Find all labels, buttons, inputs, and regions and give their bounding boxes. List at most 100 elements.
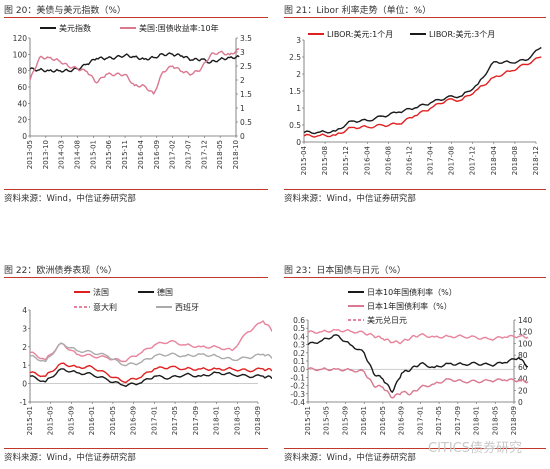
x-tick-label: 2015-12 <box>342 146 350 175</box>
y-tick-label: 1 <box>296 104 301 113</box>
legend-label: 意大利 <box>93 302 117 312</box>
legend-label: LIBOR:美元:3个月 <box>429 29 495 39</box>
series-line <box>307 334 529 393</box>
y-tick-label: 1 <box>22 361 27 370</box>
panel-title: 图 22：欧洲债券表现（%） <box>4 266 117 276</box>
x-tick-label: 2017-09 <box>192 406 200 435</box>
legend-label: 德国 <box>157 287 173 297</box>
x-tick-label: 2016-09 <box>153 140 161 169</box>
x-tick-label: 2018-05 <box>233 406 241 435</box>
x-tick-label: 2016-09 <box>130 406 138 435</box>
y-tick-label-right: 40 <box>518 375 528 384</box>
y-tick-label: 0.0 <box>293 365 305 374</box>
y-tick-label-right: 0 <box>518 398 523 407</box>
panel-title: 图 21：Libor 利率走势（单位：%） <box>284 6 432 16</box>
y-tick-label-right: 1.5 <box>240 90 252 99</box>
y-tick-label: 0.4 <box>293 332 305 341</box>
series-line <box>303 56 542 138</box>
legend-label: 美元指数 <box>59 23 91 33</box>
y-tick-label: 0 <box>22 380 27 389</box>
y-tick-label-right: 0 <box>240 132 245 141</box>
chart-euro-bonds: -1 0 1 2 3 4 2015-01 2015-05 2015-09 2016-01 2016-… <box>20 287 272 435</box>
x-tick-label: 2017-01 <box>416 406 424 435</box>
y-tick-label-right: 140 <box>518 316 533 325</box>
x-tick-label: 2016-09 <box>398 406 406 435</box>
legend-label: 美国:国债收益率:10年 <box>139 23 219 33</box>
x-tick-label: 2015-08 <box>321 146 329 175</box>
source-note: 资料来源：Wind，中信证券研究部 <box>4 194 136 204</box>
x-tick-label: 2017-05 <box>435 406 443 435</box>
y-tick-label-right: 100 <box>518 339 533 348</box>
chart-us-bond-dollar: 0 20 40 60 80 100 120 0 0.5 1 1.5 2 2.5 3 3.5 2013-05 20… <box>13 23 252 169</box>
x-tick-label: 2015-01 <box>89 140 97 169</box>
y-tick-label: 0.2 <box>293 349 305 358</box>
x-tick-label: 2014-03 <box>58 140 66 169</box>
legend-label: 法国 <box>93 287 109 297</box>
title-rule <box>284 277 546 278</box>
series-line <box>303 46 542 135</box>
x-tick-label: 2017-12 <box>200 140 208 169</box>
x-tick-label: 2016-05 <box>109 406 117 435</box>
x-tick-label: 2017-12 <box>469 146 477 175</box>
y-tick-label: 0 <box>22 132 27 141</box>
legend-label: 日本1年国债利率（%） <box>367 301 452 311</box>
x-tick-label: 2016-08 <box>384 146 392 175</box>
x-tick-label: 2018-09 <box>254 406 262 435</box>
y-tick-label: -1 <box>20 398 28 407</box>
source-rule <box>4 448 268 449</box>
y-tick-label: 0 <box>296 138 301 147</box>
x-tick-label: 2015-04 <box>300 145 308 175</box>
x-tick-label: 2018-01 <box>213 406 221 435</box>
x-tick-label: 2016-12 <box>405 146 413 175</box>
y-tick-label-right: 1 <box>240 104 245 113</box>
x-tick-label: 2018-04 <box>490 145 498 175</box>
y-tick-label: 40 <box>17 99 27 108</box>
y-tick-label-right: 3.5 <box>240 34 252 43</box>
y-tick-label-right: 2 <box>240 76 245 85</box>
x-tick-label: 2016-01 <box>88 406 96 435</box>
y-tick-label: 2 <box>22 343 27 352</box>
y-tick-label: 0.6 <box>293 316 305 325</box>
legend-label: 美元兑日元 <box>367 315 407 325</box>
source-note: 资料来源：Wind，中信证券研究部 <box>284 194 416 204</box>
y-tick-label-right: 80 <box>518 351 528 360</box>
y-tick-label: 2.5 <box>289 53 301 62</box>
series-line <box>29 342 272 367</box>
y-tick-label: 0.1 <box>293 357 305 366</box>
chart-libor: 0 0.5 1 1.5 2 2.5 3 2015-04 2015-08 2015-12 2016-0… <box>289 29 542 175</box>
x-tick-label: 2015-05 <box>323 406 331 435</box>
panel-title: 图 20：美债与美元指数（%） <box>4 6 126 16</box>
x-tick-label: 2015-05 <box>47 406 55 435</box>
panel-title: 图 23：日本国债与日元（%） <box>284 266 406 276</box>
title-rule <box>4 17 268 18</box>
y-tick-label: -0.3 <box>290 390 305 399</box>
x-tick-label: 2014-08 <box>74 140 82 169</box>
x-tick-label: 2013-10 <box>42 140 50 169</box>
y-tick-label: 0.5 <box>289 121 301 130</box>
y-tick-label-right: 2.5 <box>240 62 252 71</box>
x-tick-label: 2015-11 <box>121 140 129 169</box>
y-tick-label-right: 20 <box>518 386 528 395</box>
title-rule <box>4 277 268 278</box>
x-tick-label: 2015-01 <box>26 406 34 435</box>
series-line <box>29 368 272 387</box>
legend-label: 西班牙 <box>175 302 199 312</box>
x-tick-label: 2017-05 <box>171 406 179 435</box>
y-tick-label: 4 <box>22 306 27 315</box>
x-tick-label: 2018-05 <box>216 140 224 169</box>
x-tick-label: 2017-08 <box>448 146 456 175</box>
y-tick-label: 60 <box>17 83 27 92</box>
x-tick-label: 2017-01 <box>150 406 158 435</box>
x-tick-label: 2015-01 <box>304 406 312 435</box>
y-tick-label: 20 <box>17 116 27 125</box>
y-tick-label-right: 3 <box>240 48 245 57</box>
y-tick-label-right: 120 <box>518 328 533 337</box>
x-tick-label: 2018-01 <box>473 406 481 435</box>
y-tick-label: 3 <box>22 324 27 333</box>
y-tick-label-right: 0.5 <box>240 118 252 127</box>
y-tick-label: 0.3 <box>293 341 305 350</box>
chart-japan-bonds-yen: -0.4-0.3-0.2-0.10.00.10.20.30.40.50.6020… <box>290 287 533 435</box>
source-rule <box>4 189 268 190</box>
y-tick-label: -0.4 <box>290 398 305 407</box>
x-tick-label: 2016-01 <box>360 406 368 435</box>
